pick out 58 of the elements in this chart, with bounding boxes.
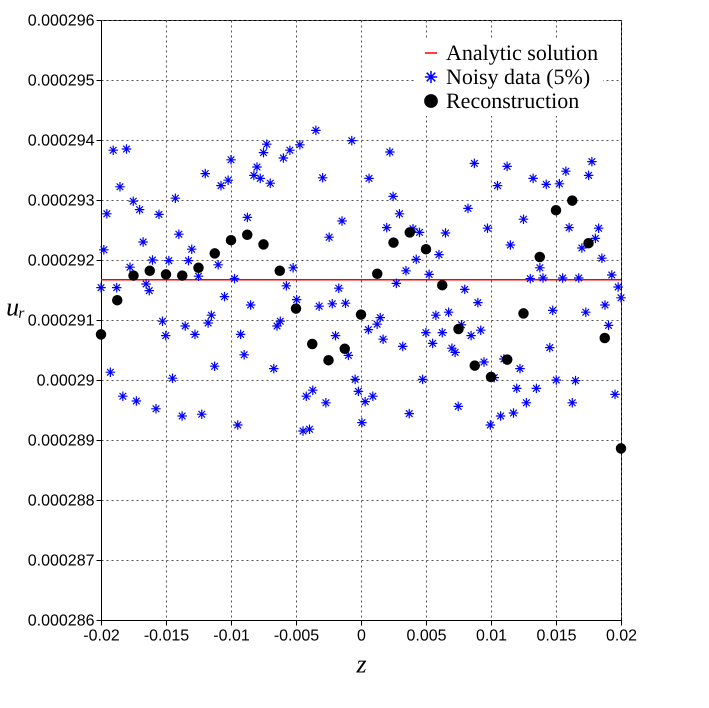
point xyxy=(307,338,318,350)
point xyxy=(453,324,464,334)
point xyxy=(226,234,236,246)
x-tick-label: 0.015 xyxy=(536,628,577,644)
point xyxy=(128,270,139,281)
point xyxy=(502,354,512,365)
y-tick-label: 0.000286 xyxy=(28,612,95,630)
point xyxy=(210,248,220,259)
point xyxy=(567,195,578,206)
point xyxy=(372,268,382,280)
point xyxy=(518,308,529,319)
y-tick-label: 0.000295 xyxy=(28,72,95,90)
x-tick-label: -0.01 xyxy=(213,628,250,644)
x-tick-label: -0.005 xyxy=(274,628,320,644)
point xyxy=(470,360,480,371)
y-tick-label: 0.000293 xyxy=(28,192,95,210)
point xyxy=(616,443,626,454)
point xyxy=(112,294,122,306)
y-tick-label: 0.00029 xyxy=(36,372,95,390)
x-tick-label: 0.01 xyxy=(476,628,508,644)
y-tick-label: 0.000296 xyxy=(28,12,95,30)
point xyxy=(160,269,172,280)
point xyxy=(193,262,204,274)
point xyxy=(534,252,545,262)
y-tick-label: 0.000292 xyxy=(28,252,95,270)
point xyxy=(437,280,448,290)
point xyxy=(242,230,252,240)
y-tick-label: 0.000291 xyxy=(28,312,95,330)
legend-label: Noisy data (5%) xyxy=(446,64,590,89)
x-tick-label: -0.02 xyxy=(83,628,120,644)
point xyxy=(388,237,399,248)
y-tick-label: 0.000287 xyxy=(28,552,95,570)
point xyxy=(420,244,432,254)
point xyxy=(550,204,562,216)
x-tick-label: 0.02 xyxy=(606,628,638,644)
y-tick-label: 0.000289 xyxy=(28,432,95,450)
x-axis-title: z xyxy=(355,650,367,678)
point xyxy=(404,227,415,238)
legend-label: Reconstruction xyxy=(446,88,580,113)
point xyxy=(340,344,350,354)
point xyxy=(274,266,285,276)
y-axis-title: uᵣ xyxy=(6,292,26,322)
point xyxy=(144,266,155,276)
x-tick-label: -0.015 xyxy=(144,628,190,644)
x-tick-label: 0 xyxy=(357,628,366,644)
legend-label: Analytic solution xyxy=(446,40,598,65)
point xyxy=(258,239,269,250)
y-tick-label: 0.000288 xyxy=(28,492,95,510)
x-tick-label: 0.005 xyxy=(406,628,447,644)
point xyxy=(486,372,496,382)
point xyxy=(290,303,302,314)
point xyxy=(177,270,188,281)
point xyxy=(356,309,366,320)
point xyxy=(323,354,334,366)
point xyxy=(96,329,106,340)
point xyxy=(583,238,594,248)
point xyxy=(600,332,610,344)
y-tick-label: 0.000294 xyxy=(28,132,95,150)
